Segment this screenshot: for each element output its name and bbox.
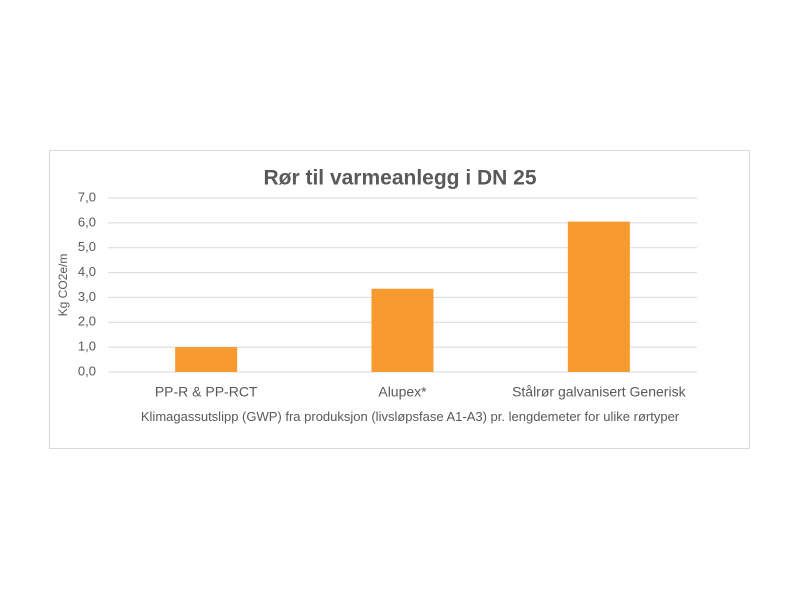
y-tick-label: 4,0	[78, 264, 96, 279]
y-tick-label: 5,0	[78, 239, 96, 254]
bar	[567, 221, 630, 372]
bar	[371, 288, 434, 372]
x-tick-label: Alupex*	[378, 384, 427, 400]
y-axis-label: Kg CO2e/m	[56, 254, 70, 317]
x-axis-label: Klimagassutslipp (GWP) fra produksjon (l…	[140, 409, 680, 424]
y-tick-label: 6,0	[78, 214, 96, 229]
y-tick-label: 0,0	[78, 363, 96, 378]
y-tick-label: 1,0	[78, 339, 96, 354]
y-tick-label: 2,0	[78, 314, 96, 329]
y-tick-label: 7,0	[78, 189, 96, 204]
y-tick-label: 3,0	[78, 289, 96, 304]
x-tick-label: PP-R & PP-RCT	[155, 384, 258, 400]
bar	[175, 347, 238, 372]
x-tick-label: Stålrør galvanisert Generisk	[512, 384, 687, 400]
chart-title: Rør til varmeanlegg i DN 25	[263, 167, 536, 190]
